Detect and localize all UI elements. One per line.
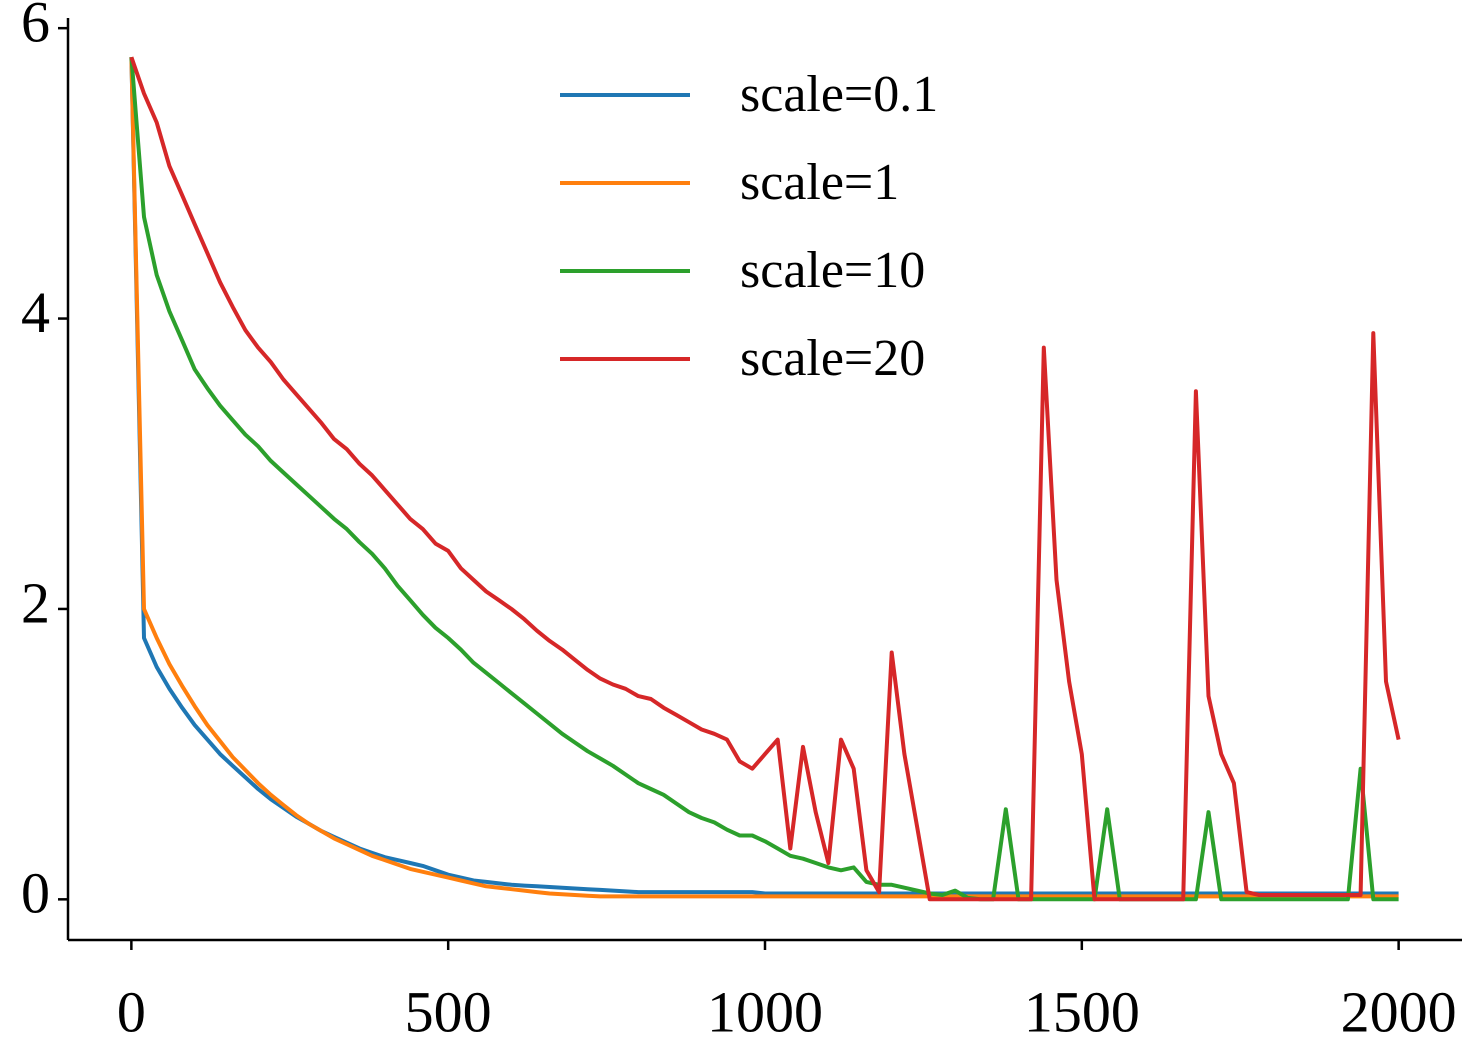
y-tick-label: 4 bbox=[21, 280, 50, 345]
legend-label: scale=0.1 bbox=[740, 66, 938, 123]
legend-label: scale=1 bbox=[740, 154, 899, 211]
y-tick-label: 6 bbox=[21, 0, 50, 54]
line-series bbox=[129, 57, 1399, 902]
x-tick-label: 500 bbox=[405, 979, 492, 1044]
line-series bbox=[129, 57, 1399, 899]
x-tick-label: 1500 bbox=[1024, 979, 1140, 1044]
legend-label: scale=20 bbox=[740, 330, 925, 387]
line-series bbox=[129, 56, 1401, 902]
y-tick-label: 2 bbox=[21, 570, 50, 635]
x-tick-label: 1000 bbox=[707, 979, 823, 1044]
y-tick-label: 0 bbox=[21, 861, 50, 926]
x-tick-label: 2000 bbox=[1341, 979, 1457, 1044]
x-tick-label: 0 bbox=[117, 979, 146, 1044]
legend-label: scale=10 bbox=[740, 242, 925, 299]
